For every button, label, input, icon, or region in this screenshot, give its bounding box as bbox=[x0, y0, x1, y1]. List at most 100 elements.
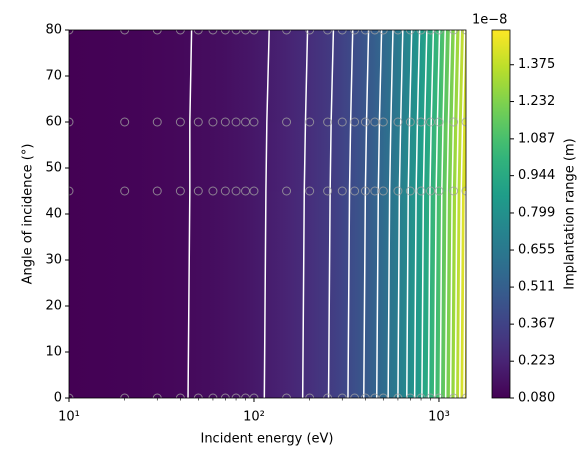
sample-point bbox=[305, 30, 315, 35]
sample-point bbox=[120, 117, 130, 127]
sample-point bbox=[337, 117, 347, 127]
sample-point bbox=[337, 186, 347, 196]
contour-line bbox=[347, 30, 354, 398]
heatmap-cell bbox=[354, 191, 366, 398]
heatmap-cell bbox=[253, 122, 288, 192]
heatmap-cell bbox=[430, 30, 440, 123]
x-axis-label: Incident energy (eV) bbox=[200, 432, 333, 447]
contour-line bbox=[454, 30, 462, 398]
heatmap-cell bbox=[157, 122, 181, 192]
sample-point bbox=[231, 393, 241, 398]
heatmap-cell bbox=[410, 122, 422, 192]
sample-point bbox=[175, 30, 185, 35]
sample-point bbox=[193, 393, 203, 398]
sample-point bbox=[393, 30, 403, 35]
contour-line bbox=[363, 30, 370, 398]
heatmap-cell bbox=[438, 30, 455, 123]
sample-point bbox=[323, 117, 333, 127]
sample-point bbox=[231, 186, 241, 196]
colorbar-tick-label: 0.080 bbox=[518, 391, 555, 406]
sample-point bbox=[350, 186, 360, 196]
contour-line bbox=[427, 30, 435, 398]
sample-point bbox=[323, 30, 333, 35]
sample-point bbox=[120, 30, 130, 35]
sample-point bbox=[69, 186, 74, 196]
sample-point bbox=[426, 30, 436, 35]
y-tick-label: 10 bbox=[45, 345, 62, 360]
sample-point bbox=[282, 186, 292, 196]
sample-point bbox=[282, 30, 292, 35]
heatmap-cell bbox=[327, 191, 343, 398]
sample-point bbox=[370, 30, 380, 35]
heatmap-cell bbox=[374, 30, 384, 123]
heatmap-cell bbox=[453, 122, 466, 192]
heatmap-cell bbox=[124, 30, 158, 123]
heatmap-cell bbox=[421, 122, 432, 192]
sample-point bbox=[220, 186, 230, 196]
heatmap-cell bbox=[69, 30, 126, 123]
y-tick-label: 60 bbox=[45, 115, 62, 130]
sample-point bbox=[208, 117, 218, 127]
contour-line bbox=[433, 30, 441, 398]
sample-point bbox=[175, 393, 185, 398]
heatmap-cell bbox=[69, 191, 126, 398]
sample-point bbox=[220, 117, 230, 127]
contour-line bbox=[421, 30, 428, 398]
heatmap-cell bbox=[365, 30, 376, 123]
sample-point bbox=[152, 186, 162, 196]
sample-point bbox=[434, 30, 444, 35]
heatmap-cell bbox=[309, 30, 329, 123]
sample-point bbox=[378, 393, 388, 398]
heatmap-cell bbox=[236, 30, 247, 123]
colorbar-tick-label: 0.944 bbox=[518, 168, 555, 183]
heatmap-cell bbox=[180, 30, 199, 123]
sample-point bbox=[305, 117, 315, 127]
contour-line bbox=[301, 30, 309, 398]
heatmap-cell bbox=[374, 191, 384, 398]
x-tick-label: 10² bbox=[243, 410, 265, 425]
sample-point bbox=[193, 117, 203, 127]
y-tick-label: 30 bbox=[45, 253, 62, 268]
contour-line bbox=[444, 30, 452, 398]
sample-point bbox=[449, 117, 459, 127]
sample-point bbox=[175, 117, 185, 127]
plot-area bbox=[69, 30, 466, 398]
heatmap-cell bbox=[212, 122, 226, 192]
sample-point bbox=[405, 393, 415, 398]
sample-point bbox=[220, 30, 230, 35]
heatmap-cell bbox=[286, 30, 311, 123]
heatmap-cell bbox=[253, 191, 288, 398]
sample-point bbox=[405, 117, 415, 127]
y-tick-label: 0 bbox=[54, 391, 62, 406]
sample-point bbox=[461, 186, 466, 196]
sample-point bbox=[208, 186, 218, 196]
sample-point bbox=[249, 30, 259, 35]
sample-point bbox=[231, 30, 241, 35]
heatmap-cell bbox=[309, 122, 329, 192]
heatmap-cell bbox=[236, 122, 247, 192]
heatmap-cell bbox=[430, 122, 440, 192]
sample-point bbox=[434, 393, 444, 398]
heatmap-cell bbox=[212, 30, 226, 123]
sample-point bbox=[208, 30, 218, 35]
sample-point bbox=[350, 117, 360, 127]
y-tick-label: 80 bbox=[45, 23, 62, 38]
heatmap-cell bbox=[354, 30, 366, 123]
sample-point bbox=[416, 186, 426, 196]
sample-point bbox=[220, 393, 230, 398]
heatmap-cell bbox=[354, 122, 366, 192]
contour-line bbox=[463, 190, 466, 398]
sample-point bbox=[350, 393, 360, 398]
colorbar-tick-label: 0.367 bbox=[518, 317, 555, 332]
sample-point bbox=[360, 186, 370, 196]
sample-point bbox=[241, 393, 251, 398]
contour-line bbox=[449, 30, 457, 398]
heatmap-cell bbox=[69, 122, 126, 192]
heatmap-cell bbox=[245, 191, 255, 398]
sample-point bbox=[249, 393, 259, 398]
sample-point bbox=[323, 186, 333, 196]
heatmap-cell bbox=[124, 191, 158, 398]
sample-point bbox=[449, 30, 459, 35]
heatmap-cell bbox=[225, 30, 237, 123]
